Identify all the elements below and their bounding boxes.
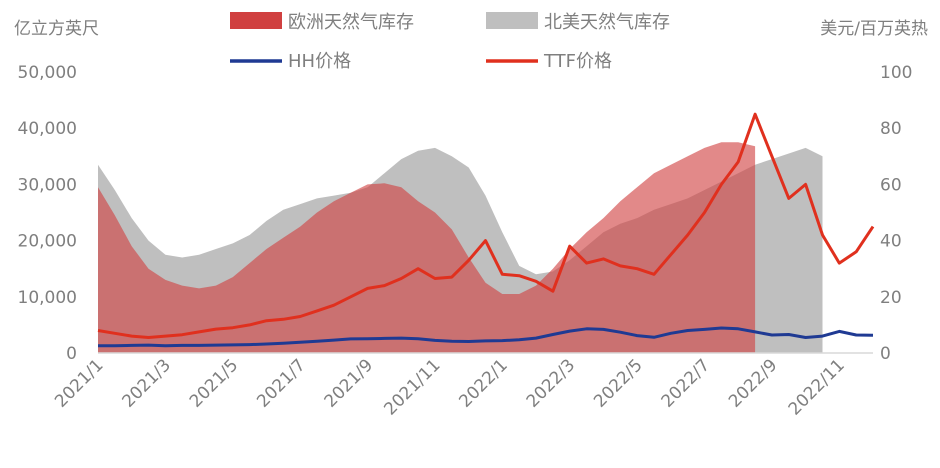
line-series-0 [98, 326, 874, 348]
x-tick-label: 2022/11 [785, 355, 849, 419]
x-tick-label: 2021/3 [118, 355, 174, 411]
legend-swatch-europe-inventory [230, 12, 282, 29]
legend-label-europe-inventory: 欧洲天然气库存 [288, 12, 414, 33]
right-tick-label: 80 [880, 119, 902, 139]
left-tick-label: 20,000 [18, 232, 77, 252]
x-tick-label: 2022/5 [590, 355, 646, 411]
x-tick-label: 2021/9 [321, 355, 377, 411]
right-tick-label: 20 [880, 288, 902, 308]
area-series-1 [98, 142, 756, 353]
left-tick-label: 0 [66, 344, 77, 364]
legend-label-ttf: TTF价格 [543, 51, 612, 72]
right-axis-ticks: 0 20 40 60 80 100 [880, 63, 912, 364]
x-tick-label: 2022/3 [523, 355, 579, 411]
legend-swatch-na-inventory [486, 12, 538, 29]
x-tick-label: 2022/1 [455, 355, 511, 411]
x-axis-ticks: 2021/1 2021/3 2021/5 2021/7 2021/9 2021/11 202… [51, 355, 849, 419]
left-axis-ticks: 0 10,000 20,000 30,000 40,000 50,000 [18, 63, 77, 364]
x-tick-label: 2022/7 [658, 355, 714, 411]
left-axis-unit: 亿立方英尺 [14, 19, 99, 39]
price-lines [97, 112, 875, 348]
legend-label-na-inventory: 北美天然气库存 [544, 12, 670, 33]
x-tick-label: 2021/11 [380, 355, 444, 419]
left-tick-label: 30,000 [18, 175, 77, 195]
legend-label-hh: HH价格 [288, 51, 351, 72]
left-tick-label: 10,000 [18, 288, 77, 308]
inventory-areas [98, 142, 823, 353]
right-tick-label: 60 [880, 175, 902, 195]
x-tick-label: 2021/7 [253, 355, 309, 411]
right-tick-label: 40 [880, 232, 902, 252]
left-tick-label: 40,000 [18, 119, 77, 139]
x-tick-label: 2021/1 [51, 355, 107, 411]
x-tick-label: 2021/5 [186, 355, 242, 411]
x-tick-label: 2022/9 [725, 355, 781, 411]
right-axis-unit: 美元/百万英热 [820, 19, 928, 39]
line-series-1 [97, 112, 875, 339]
right-tick-label: 100 [880, 63, 912, 83]
right-tick-label: 0 [880, 344, 891, 364]
legend: 欧洲天然气库存 北美天然气库存 HH价格 TTF价格 [230, 12, 670, 72]
left-tick-label: 50,000 [18, 63, 77, 83]
